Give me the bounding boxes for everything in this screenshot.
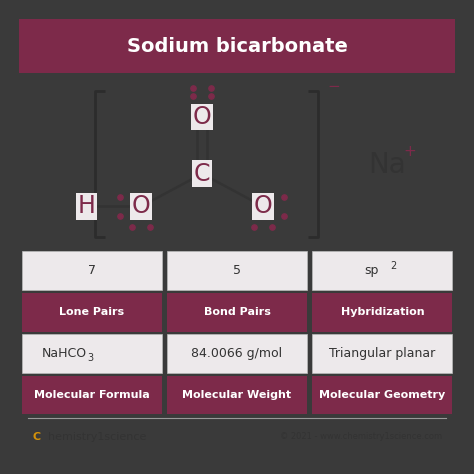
Text: 7: 7 <box>88 264 96 277</box>
FancyBboxPatch shape <box>167 376 307 414</box>
FancyBboxPatch shape <box>312 251 452 290</box>
Text: 2: 2 <box>390 261 396 271</box>
Text: © 2021 - www.chemistry1science.com: © 2021 - www.chemistry1science.com <box>280 432 442 441</box>
Text: O: O <box>132 194 150 219</box>
FancyBboxPatch shape <box>167 293 307 332</box>
Text: NaHCO: NaHCO <box>42 347 87 360</box>
Text: O: O <box>193 105 211 129</box>
Text: sp: sp <box>365 264 379 277</box>
FancyBboxPatch shape <box>19 19 455 73</box>
Text: Molecular Formula: Molecular Formula <box>34 390 149 400</box>
FancyBboxPatch shape <box>22 334 162 373</box>
Text: 3: 3 <box>87 354 93 364</box>
FancyBboxPatch shape <box>22 251 162 290</box>
Text: Na: Na <box>369 151 406 179</box>
Text: C: C <box>194 162 210 186</box>
FancyBboxPatch shape <box>22 376 162 414</box>
Text: 5: 5 <box>233 264 241 277</box>
FancyBboxPatch shape <box>312 334 452 373</box>
Text: O: O <box>254 194 273 219</box>
Text: −: − <box>328 79 341 94</box>
Text: Sodium bicarbonate: Sodium bicarbonate <box>127 36 347 56</box>
FancyBboxPatch shape <box>167 251 307 290</box>
Text: Triangular planar: Triangular planar <box>329 347 436 360</box>
Text: Molecular Geometry: Molecular Geometry <box>319 390 446 400</box>
FancyBboxPatch shape <box>312 376 452 414</box>
FancyBboxPatch shape <box>167 334 307 373</box>
Text: Bond Pairs: Bond Pairs <box>203 307 271 317</box>
FancyBboxPatch shape <box>22 293 162 332</box>
Text: H: H <box>78 194 95 219</box>
Text: +: + <box>403 145 416 159</box>
Text: Molecular Weight: Molecular Weight <box>182 390 292 400</box>
Text: Lone Pairs: Lone Pairs <box>59 307 124 317</box>
Text: C: C <box>32 431 40 441</box>
Text: 84.0066 g/mol: 84.0066 g/mol <box>191 347 283 360</box>
Text: hemistry1science: hemistry1science <box>48 431 146 441</box>
FancyBboxPatch shape <box>312 293 452 332</box>
Text: Hybridization: Hybridization <box>340 307 424 317</box>
